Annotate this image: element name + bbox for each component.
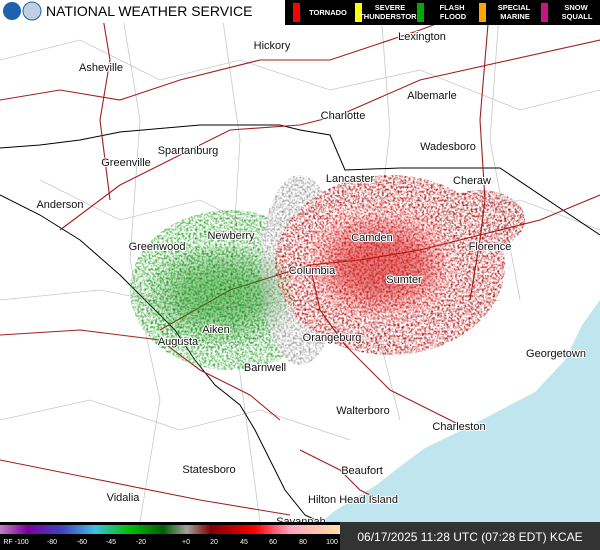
color-bar-label: RF -100 xyxy=(3,539,28,546)
color-bar-label: 100 xyxy=(326,539,338,546)
color-bar-label: +0 xyxy=(182,539,190,546)
color-bar-label: 60 xyxy=(269,539,277,546)
color-bar-labels: RF -100 -80 -60 -45 -20 +0 20 45 60 80 100 xyxy=(3,539,338,546)
city-label: Barnwell xyxy=(244,362,286,374)
city-label: Cheraw xyxy=(453,175,491,187)
color-bar-label: -20 xyxy=(136,539,146,546)
city-label: Greenwood xyxy=(129,241,186,253)
color-bar-label: -80 xyxy=(47,539,57,546)
color-bar-label: 20 xyxy=(210,539,218,546)
city-label: Georgetown xyxy=(526,348,586,360)
warning-label: FLASH FLOOD xyxy=(438,3,467,21)
city-label: Camden xyxy=(351,232,393,244)
warning-label: SEVERE THUNDERSTORM xyxy=(357,3,423,21)
warning-entries: TORNADO SEVERE THUNDERSTORM FLASH FLOOD SPE… xyxy=(293,3,593,22)
city-label: Sumter xyxy=(386,274,422,286)
city-label: Newberry xyxy=(207,230,255,242)
color-bar-label: 45 xyxy=(240,539,248,546)
color-bar-label: 80 xyxy=(299,539,307,546)
city-label: Columbia xyxy=(289,265,336,277)
city-label: Lexington xyxy=(398,31,446,43)
city-label: Hickory xyxy=(254,40,291,52)
city-label: Hilton Head Island xyxy=(308,494,398,506)
city-label: Orangeburg xyxy=(303,332,362,344)
city-label: Charlotte xyxy=(321,110,366,122)
city-label: Florence xyxy=(469,241,512,253)
city-label: Charleston xyxy=(432,421,485,433)
warning-swatch xyxy=(541,3,548,22)
warning-label: TORNADO xyxy=(309,8,347,17)
city-label: Statesboro xyxy=(182,464,235,476)
header-box xyxy=(0,0,285,23)
city-label: Spartanburg xyxy=(158,145,219,157)
warning-swatch xyxy=(293,3,300,22)
header-title: NATIONAL WEATHER SERVICE xyxy=(46,3,252,19)
color-bar xyxy=(0,525,340,534)
warning-swatch xyxy=(479,3,486,22)
ocean xyxy=(322,300,600,522)
city-label: Albemarle xyxy=(407,90,457,102)
city-label: Walterboro xyxy=(336,405,389,417)
warning-swatch xyxy=(417,3,424,22)
timestamp: 06/17/2025 11:28 UTC (07:28 EDT) KCAE xyxy=(357,530,582,544)
city-labels: Lexington Hickory Asheville Albemarle Charlo… xyxy=(35,30,587,529)
radar-echoes xyxy=(130,175,525,370)
warning-label: SNOW SQUALL xyxy=(560,3,593,21)
city-label: Anderson xyxy=(36,199,83,211)
city-label: Lancaster xyxy=(326,173,375,185)
city-label: Beaufort xyxy=(341,465,383,477)
warning-swatch xyxy=(355,3,362,22)
city-label: Vidalia xyxy=(107,492,141,504)
nws-logo xyxy=(22,1,42,21)
noaa-logo xyxy=(3,2,21,20)
timestamp-box xyxy=(340,522,600,550)
city-label: Asheville xyxy=(79,62,123,74)
city-label: Greenville xyxy=(101,157,151,169)
color-bar-label: -60 xyxy=(77,539,87,546)
warning-label: SPECIAL MARINE xyxy=(498,3,531,21)
city-label: Aiken xyxy=(202,324,230,336)
city-label: Augusta xyxy=(158,336,199,348)
color-bar-label: -45 xyxy=(106,539,116,546)
city-label: Wadesboro xyxy=(420,141,476,153)
